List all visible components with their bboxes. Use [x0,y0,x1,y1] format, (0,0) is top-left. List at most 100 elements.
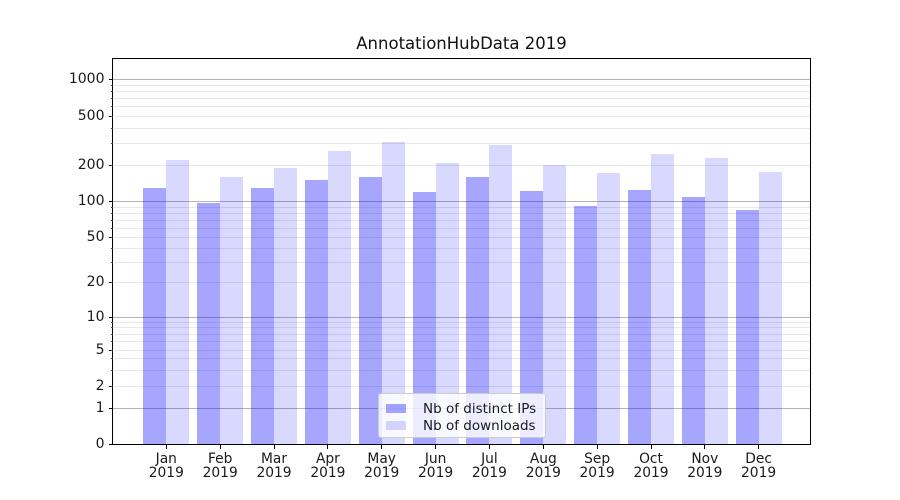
x-tick-month: Jan [155,451,177,467]
x-tick-month: Jul [481,451,498,467]
y-minor-tick-mark [110,282,113,283]
gridline-minor [113,340,810,342]
gridline-minor [113,219,810,221]
bar-downloads [758,172,782,444]
bar-downloads [220,176,244,444]
x-tick-mark [381,445,383,449]
bar-distinct-ips [574,205,598,444]
x-tick-mark [758,445,760,449]
y-tick-label: 1000 [68,71,105,87]
gridline-minor [113,370,810,371]
y-tick-label: 100 [77,193,105,210]
x-tick-year: 2019 [202,464,238,481]
y-minor-tick-mark [110,84,113,86]
y-minor-tick-mark [110,370,113,371]
x-tick-label: Nov 2019 [673,452,737,480]
gridline-minor [113,106,810,108]
y-minor-tick-mark [110,262,113,264]
y-minor-tick-mark [110,98,113,100]
legend-label-distinct-ips: Nb of distinct IPs [423,400,537,417]
x-tick-label: Feb 2019 [188,452,252,481]
plot-area [112,58,811,445]
y-tick-label: 2 [95,378,105,395]
y-tick-mark [108,201,113,203]
x-tick-mark [542,445,544,449]
x-tick-label: Oct 2019 [619,452,683,481]
gridline-minor [113,333,810,335]
y-tick-label: 200 [77,156,105,173]
y-minor-tick-mark [110,143,113,145]
gridline-minor [113,282,810,283]
x-tick-mark [219,445,221,449]
x-tick-year: 2019 [418,464,454,481]
bar-downloads [704,157,728,444]
x-tick-year: 2019 [256,464,292,481]
gridline-major [113,316,810,318]
x-tick-label: Jul 2019 [457,451,521,480]
gridline-minor [113,84,810,86]
y-tick-label: 10 [86,308,105,325]
bar-distinct-ips [681,196,705,444]
y-tick-label: 20 [86,274,105,290]
y-minor-tick-mark [110,106,113,108]
gridline-minor [113,91,810,92]
gridline-minor [113,349,810,351]
legend: Nb of distinct IPs Nb of downloads [378,393,546,438]
x-tick-month: Dec [745,451,772,467]
legend-item-downloads: Nb of downloads [386,417,545,434]
y-minor-tick-mark [110,219,113,221]
x-tick-label: Jun 2019 [404,451,468,481]
y-minor-tick-mark [110,349,113,351]
x-tick-label: Apr 2019 [296,451,360,481]
x-tick-month: Apr [315,451,340,467]
gridline-minor [113,321,810,323]
y-tick-mark [108,443,113,445]
bar-distinct-ips [735,209,759,444]
x-tick-year: 2019 [525,464,561,481]
y-tick-label: 1 [95,399,105,416]
x-tick-year: 2019 [148,464,184,481]
x-tick-month: Aug [529,451,557,467]
y-minor-tick-mark [110,128,113,129]
x-tick-label: Mar 2019 [242,452,306,481]
x-tick-mark [273,445,275,449]
x-tick-mark [488,445,490,449]
y-tick-label: 5 [95,341,105,358]
bar-downloads [543,165,567,444]
x-tick-mark [327,445,329,449]
bar-distinct-ips [304,180,328,444]
y-minor-tick-mark [110,91,113,92]
gridline-minor [113,164,810,166]
bar-downloads [651,153,674,444]
bar-downloads [381,141,405,444]
y-minor-tick-mark [110,164,113,166]
x-tick-month: Sep [584,451,611,467]
x-tick-label: May 2019 [350,452,414,480]
gridline-minor [113,386,810,388]
y-minor-tick-mark [110,327,113,329]
y-minor-tick-mark [110,321,113,323]
bar-distinct-ips [197,203,221,444]
bar-downloads [489,145,513,444]
bar-distinct-ips [520,191,544,444]
x-tick-month: Jun [424,451,447,467]
x-tick-year: 2019 [633,464,669,481]
x-tick-year: 2019 [579,464,615,481]
gridline-minor [113,98,810,100]
bar-downloads [597,172,621,444]
y-tick-mark [108,316,113,318]
bar-distinct-ips [358,176,382,444]
legend-label-downloads: Nb of downloads [423,417,536,434]
y-tick-label: 50 [86,229,105,246]
gridline-minor [113,212,810,214]
bar-distinct-ips [628,190,651,444]
gridline-minor [113,358,810,360]
gridline-minor [113,262,810,264]
gridline-minor [113,327,810,329]
bar-distinct-ips [412,192,436,444]
gridline-minor [113,128,810,129]
x-tick-year: 2019 [310,464,346,481]
bar-downloads [166,160,190,444]
legend-swatch-distinct-ips [386,403,406,414]
